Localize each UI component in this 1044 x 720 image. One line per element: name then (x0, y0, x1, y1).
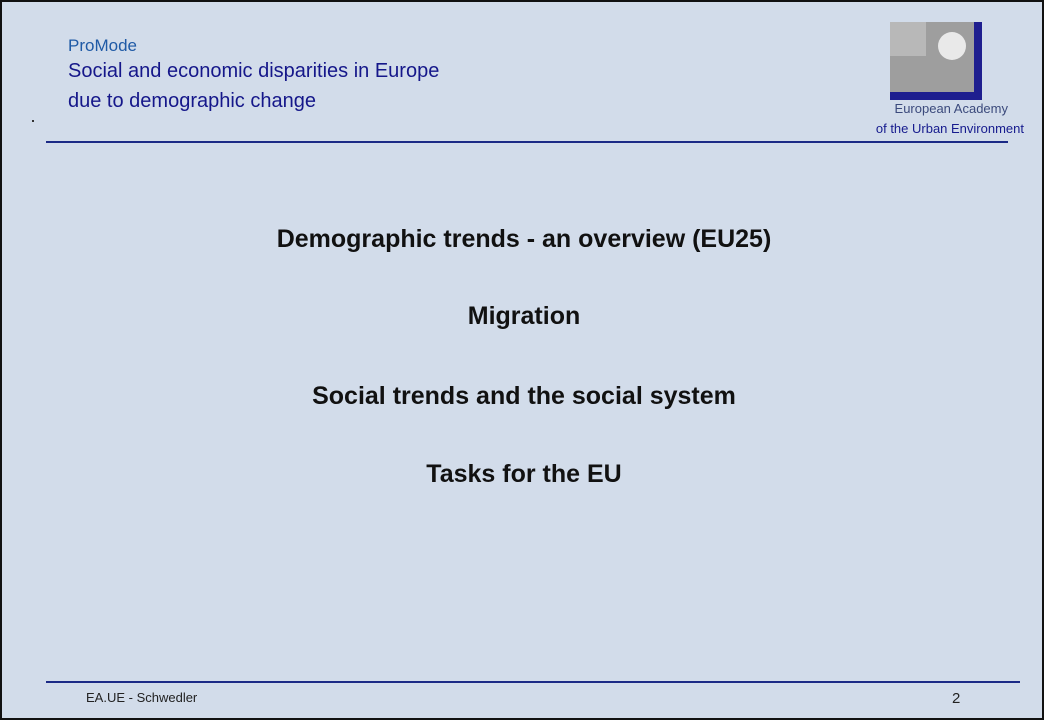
logo-right-bar (974, 22, 982, 100)
organization-line-2: of the Urban Environment (875, 121, 1024, 136)
title-line-2: due to demographic change (68, 90, 316, 112)
page-number: 2 (952, 690, 961, 707)
logo-bottom-bar (890, 92, 982, 100)
dot-mark (32, 120, 34, 122)
project-name: ProMode (68, 36, 137, 55)
agenda-item-tasks-eu: Tasks for the EU (426, 460, 622, 488)
logo-corner (890, 22, 926, 56)
footer-author: EA.UE - Schwedler (86, 690, 198, 705)
footer-divider (46, 681, 1020, 683)
agenda-item-demographic-trends: Demographic trends - an overview (EU25) (276, 225, 772, 253)
title-line-1: Social and economic disparities in Europ… (68, 60, 440, 82)
ea-ue-logo-icon (890, 22, 982, 100)
agenda-item-social-trends: Social trends and the social system (312, 382, 736, 410)
logo-circle (938, 32, 966, 60)
agenda-item-migration: Migration (467, 302, 581, 330)
header-divider (46, 141, 1008, 143)
header: ProMode Social and economic disparities … (68, 36, 439, 116)
organization-line-1: European Academy (894, 101, 1008, 116)
